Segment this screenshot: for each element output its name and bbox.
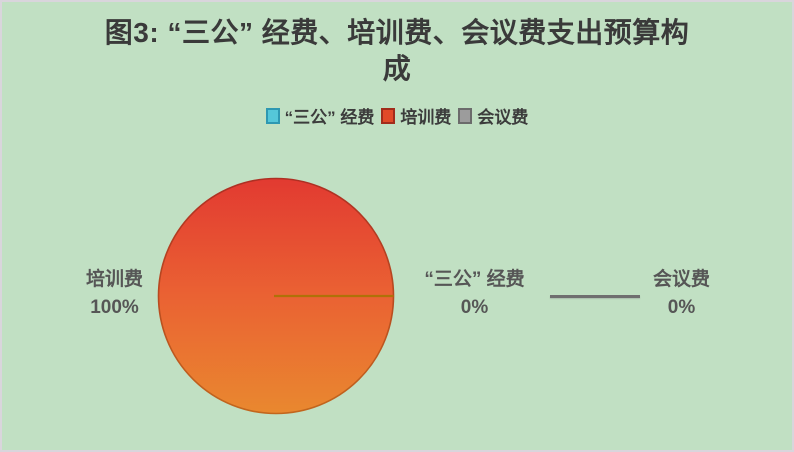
legend-label-sangong: “三公” 经费 [284,108,375,127]
data-label-meeting-value: 0% [667,297,696,318]
chart-title: 图3: “三公” 经费、培训费、会议费支出预算构成 [104,17,690,84]
legend-swatch-sangong-icon [265,107,280,124]
data-label-sangong-name: “三公” 经费 [424,269,525,290]
legend-item-training: 培训费 [381,103,451,128]
leader-line-meeting [550,295,640,298]
data-label-training-value: 100% [90,297,139,318]
data-label-training-name: 培训费 [85,269,143,290]
data-label-meeting-name: 会议费 [652,269,710,290]
legend-swatch-meeting-icon [458,107,473,124]
data-label-sangong-value: 0% [460,297,489,318]
data-label-meeting: 会议费 0% [609,266,754,322]
legend-label-meeting: 会议费 [477,108,529,127]
legend-label-training: 培训费 [400,108,452,127]
legend-item-sangong: “三公” 经费 [265,103,375,128]
legend: “三公” 经费 培训费 会议费 [2,103,792,128]
data-label-sangong: “三公” 经费 0% [402,266,547,322]
legend-item-meeting: 会议费 [458,103,528,128]
pie-chart [157,177,395,415]
data-label-training: 培训费 100% [42,266,187,322]
legend-swatch-training-icon [381,107,396,124]
